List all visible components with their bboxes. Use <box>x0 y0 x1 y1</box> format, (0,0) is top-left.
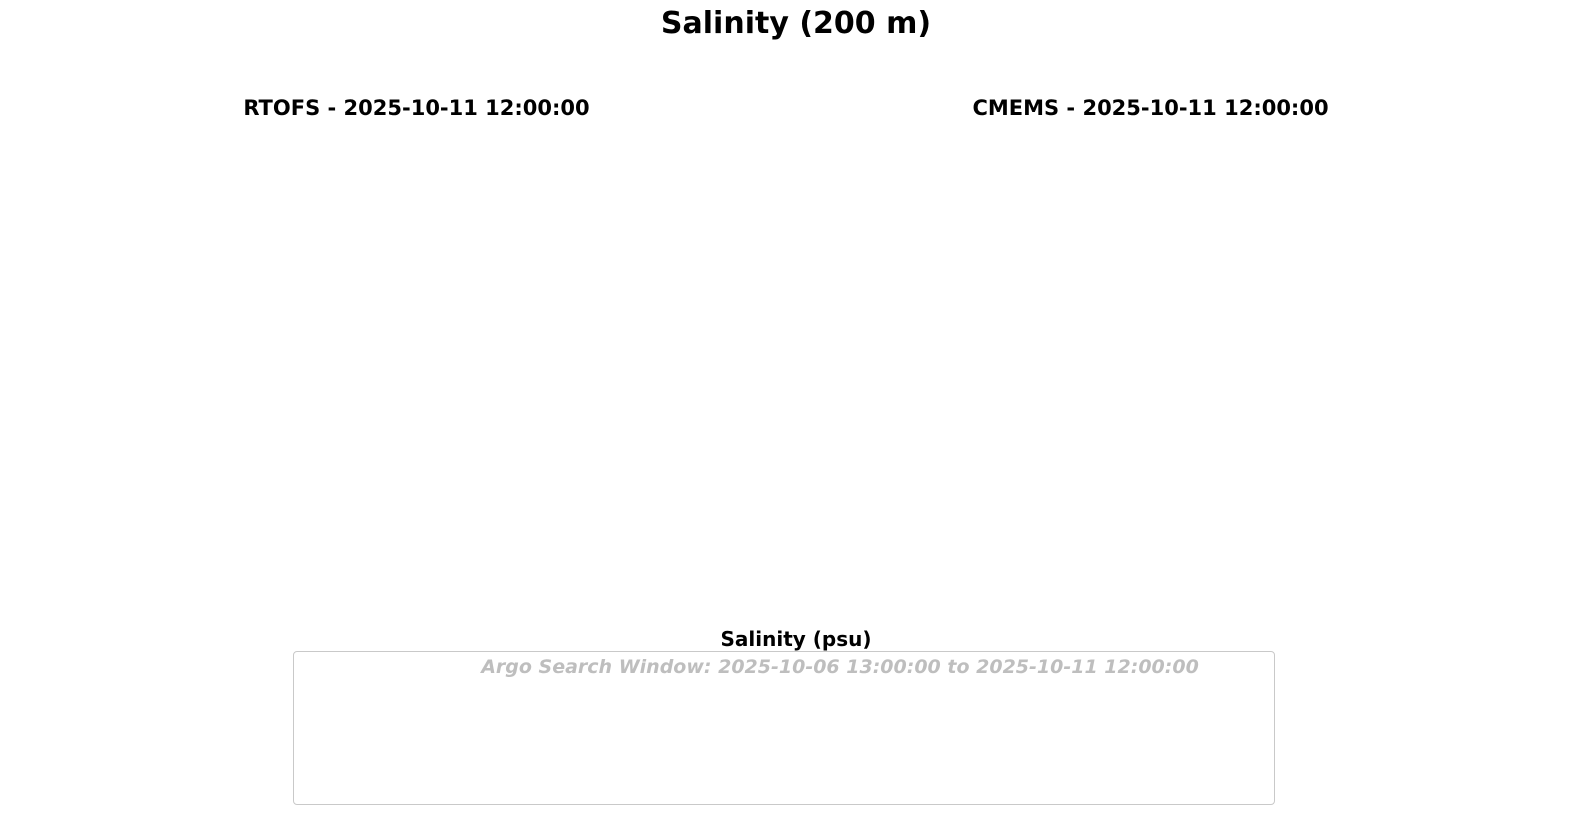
map-title-rtofs: RTOFS - 2025-10-11 12:00:00 <box>243 96 590 120</box>
map-panel-rtofs <box>88 130 745 517</box>
colorbar-label: Salinity (psu) <box>720 627 872 651</box>
argo-search-window-watermark: Argo Search Window: 2025-10-06 13:00:00 … <box>481 656 1199 678</box>
map-title-cmems: CMEMS - 2025-10-11 12:00:00 <box>972 96 1329 120</box>
legend <box>293 651 1273 803</box>
legend-box <box>293 651 1275 805</box>
map-panel-cmems <box>822 130 1479 517</box>
figure-title: Salinity (200 m) <box>660 6 932 41</box>
